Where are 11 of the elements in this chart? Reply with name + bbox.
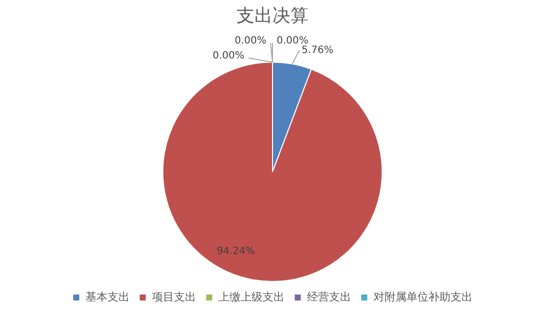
legend-label: 上缴上级支出 bbox=[218, 290, 284, 304]
legend-label: 经营支出 bbox=[306, 290, 351, 304]
text: 0.00% bbox=[212, 50, 244, 62]
data-label: 94.24% bbox=[216, 246, 255, 258]
chart-title: 支出决算 bbox=[236, 5, 308, 26]
data-label: 5.76% bbox=[302, 44, 334, 56]
text: 0.00% bbox=[276, 36, 308, 47]
legend-label: 对附属单位补助支出 bbox=[373, 290, 472, 304]
legend-label: 基本支出 bbox=[85, 290, 130, 304]
text: 0.00% bbox=[234, 36, 266, 47]
legend-label: 项目支出 bbox=[152, 290, 196, 304]
